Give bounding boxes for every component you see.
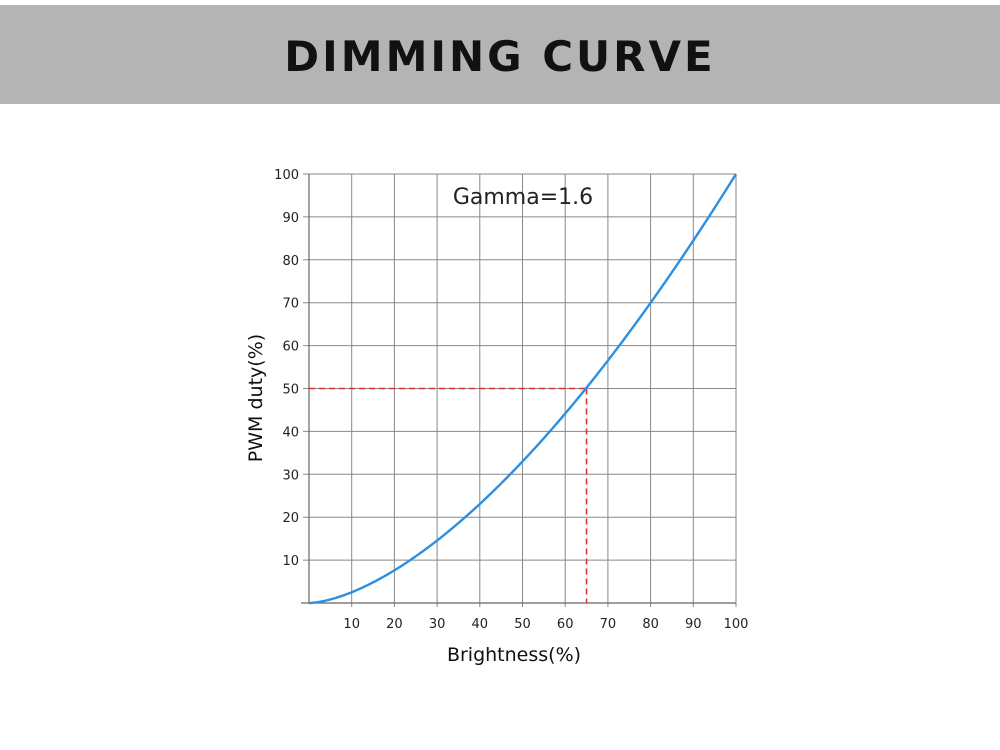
x-tick-label: 90 <box>685 617 702 632</box>
y-tick-label: 50 <box>282 383 299 398</box>
x-tick-label: 40 <box>472 617 489 632</box>
grid <box>303 173 737 607</box>
y-tick-label: 70 <box>282 297 299 312</box>
y-tick-label: 60 <box>282 340 299 355</box>
x-tick-label: 10 <box>343 617 360 632</box>
y-tick-label: 20 <box>282 511 299 526</box>
title-banner: DIMMING CURVE <box>0 5 1000 104</box>
x-tick-label: 70 <box>600 617 617 632</box>
x-tick-label: 100 <box>724 617 749 632</box>
reference-lines <box>309 387 588 603</box>
x-axis-label: Brightness(%) <box>447 644 581 666</box>
page-title: DIMMING CURVE <box>284 32 716 81</box>
y-tick-label: 90 <box>282 211 299 226</box>
series-line <box>308 173 738 605</box>
x-tick-label: 30 <box>429 617 446 632</box>
x-tick-label: 50 <box>514 617 531 632</box>
labels: Gamma=1.6 Brightness(%) PWM duty(%) 10 20… <box>245 168 748 666</box>
series-layer <box>308 173 738 605</box>
gamma-annotation: Gamma=1.6 <box>453 185 593 210</box>
y-tick-label: 10 <box>282 554 299 569</box>
y-tick-label: 80 <box>282 254 299 269</box>
y-tick-label: 40 <box>282 425 299 440</box>
y-tick-label: 100 <box>274 168 299 183</box>
y-axis-label: PWM duty(%) <box>245 334 267 462</box>
x-tick-label: 60 <box>557 617 574 632</box>
x-tick-label: 20 <box>386 617 403 632</box>
x-tick-label: 80 <box>642 617 659 632</box>
y-tick-label: 30 <box>282 468 299 483</box>
